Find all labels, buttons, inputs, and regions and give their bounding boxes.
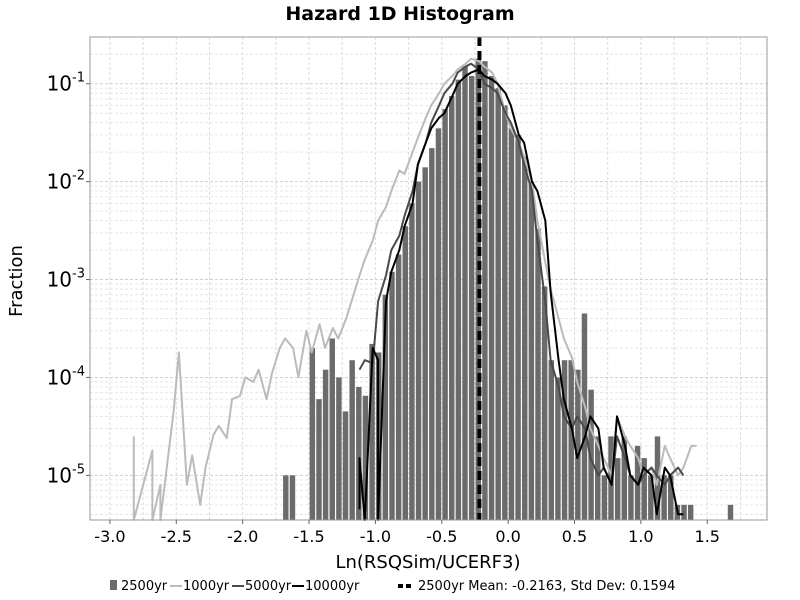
x-tick-label: 1.0 [628,527,653,546]
chart-title: Hazard 1D Histogram [285,3,514,25]
y-axis-label: Fraction [6,245,27,317]
histogram-bar [395,254,402,521]
y-tick-label: 10-1 [47,71,85,96]
histogram-bar [522,156,528,520]
legend-label: 5000yr [245,579,292,594]
histogram-bar [681,504,687,520]
histogram-bar [422,167,428,520]
histogram-bar [435,128,442,520]
legend-label: 2500yr Mean: -0.2163, Std Dev: 0.1594 [418,579,675,594]
histogram-bar [382,294,389,520]
histogram-bar [349,360,355,520]
histogram-bar [648,475,654,520]
histogram-bar [415,181,422,520]
histogram-bar [309,347,316,520]
y-tick-label: 10-3 [47,267,85,292]
histogram-bar [687,504,694,520]
histogram-bar [449,95,455,520]
histogram-bar [668,475,674,520]
histogram-bar [541,286,548,520]
histogram-bar [468,75,475,520]
histogram-bar [515,134,521,521]
histogram-bar [581,313,588,520]
x-tick-label: 1.5 [695,527,720,546]
histogram-bar [283,475,289,520]
histogram-bar [595,436,601,520]
x-tick-label: -2.5 [161,527,192,546]
histogram-bar [608,436,614,520]
histogram-bar [389,271,395,520]
histogram-bar [322,369,329,520]
y-tick-label: 10-5 [47,462,85,487]
histogram-bar [455,79,462,521]
x-tick-label: -2.0 [227,527,258,546]
plot-area: -3.0 -2.5 -2.0 -1.5 -1.0 -0.5 0.0 0.5 1.0 1.5 10-1… [47,36,768,546]
histogram-bar [661,475,667,520]
x-tick-label: -0.5 [426,527,457,546]
legend: 2500yr 1000yr 5000yr 10000yr 2500yr Mean: -0… [110,579,675,594]
x-axis-label: Ln(RSQSim/UCERF3) [335,552,520,573]
histogram-bar [601,475,608,520]
x-tick-label: -1.5 [293,527,324,546]
histogram-bar [429,148,435,520]
histogram-bar [528,181,535,520]
histogram-bar [409,203,415,521]
histogram-bar [641,458,647,520]
histogram-bar [488,75,495,520]
histogram-bar [289,475,296,520]
histogram-bar [362,395,369,520]
histogram-bar [568,360,574,520]
series-line-10000yr [358,68,684,521]
histogram-bar [495,88,501,521]
histogram-bar [502,105,508,520]
histogram-bar [316,399,322,520]
histogram-bar [342,411,349,520]
plot-background [90,37,767,520]
x-tick-label: -3.0 [94,527,125,546]
histogram-bar [402,226,408,521]
histogram-bar [462,66,468,521]
histogram-bar [588,389,594,520]
histogram-bar [336,377,342,520]
legend-label: 10000yr [305,579,360,594]
histogram-bar [535,228,541,520]
histogram-bar [561,360,568,520]
y-tick-label: 10-2 [47,169,85,194]
histogram-bar [329,338,335,520]
x-tick-label: -1.0 [360,527,391,546]
histogram-bar [727,504,734,520]
histogram-bar [548,360,555,520]
histogram-bar [442,109,448,520]
x-tick-label: 0.5 [562,527,587,546]
plot-frame [89,36,768,521]
histogram-bar [356,386,362,520]
legend-label: 2500yr [121,579,168,594]
histogram-bar [369,343,375,520]
x-tick-label: 0.0 [495,527,520,546]
histogram-bar [621,436,628,520]
histogram-bar [508,128,515,520]
legend-swatch-2500yr [110,580,117,590]
legend-label: 1000yr [183,579,230,594]
histogram-bar [555,377,561,520]
histogram-bar [482,61,488,521]
y-tick-label: 10-4 [47,364,85,389]
histogram-bar [628,475,634,520]
histogram-bar [575,369,581,520]
histogram-bar [614,458,621,520]
